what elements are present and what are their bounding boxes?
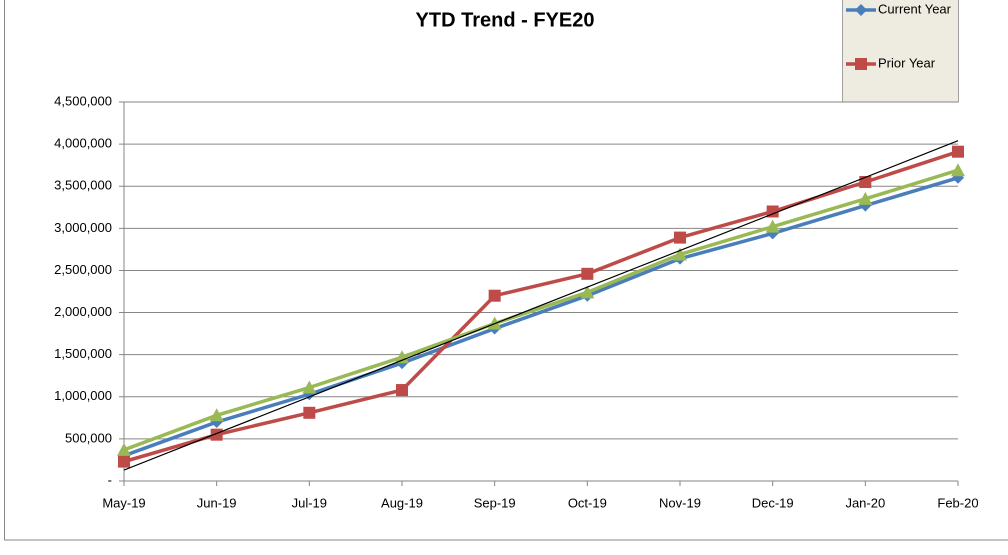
y-tick-label: 500,000: [65, 430, 112, 445]
marker: [951, 163, 965, 177]
y-tick-label: 4,000,000: [54, 136, 112, 151]
marker: [487, 316, 502, 330]
marker: [395, 350, 409, 364]
marker: [302, 380, 317, 394]
y-tick-label: 2,500,000: [54, 262, 112, 277]
y-tick-label: 1,000,000: [54, 388, 112, 403]
x-tick-label: Feb-20: [937, 495, 978, 510]
marker: [117, 442, 131, 456]
legend-marker: [855, 58, 867, 70]
y-tick-label: 2,000,000: [54, 304, 112, 319]
marker: [396, 384, 408, 397]
trendline: [123, 140, 959, 471]
y-tick-label: -: [108, 472, 112, 487]
marker: [580, 285, 595, 299]
marker: [765, 219, 780, 233]
x-tick-label: Oct-19: [568, 495, 607, 510]
x-tick-label: May-19: [102, 495, 145, 510]
series-line: [123, 168, 959, 452]
marker: [673, 247, 687, 261]
legend-label: Prior Year: [878, 55, 936, 70]
marker: [209, 408, 224, 422]
x-tick-label: Jan-20: [845, 495, 885, 510]
series-line: [123, 150, 959, 464]
marker: [488, 289, 501, 302]
x-tick-label: Jul-19: [292, 495, 327, 510]
marker: [581, 267, 594, 280]
marker: [674, 231, 686, 244]
x-tick-label: Aug-19: [381, 495, 423, 510]
y-tick-label: 1,500,000: [54, 346, 112, 361]
marker: [952, 145, 964, 158]
x-tick-label: Nov-19: [659, 495, 701, 510]
legend-box: [842, 0, 959, 103]
x-tick-label: Dec-19: [752, 495, 794, 510]
legend-label: Current Year: [878, 1, 952, 16]
marker: [858, 191, 873, 205]
x-tick-label: Jun-19: [197, 495, 237, 510]
chart-title: YTD Trend - FYE20: [416, 9, 595, 31]
marker: [118, 455, 130, 468]
legend-marker: [855, 4, 867, 16]
series-line: [123, 176, 959, 458]
y-tick-label: 4,500,000: [54, 93, 112, 108]
y-tick-label: 3,500,000: [54, 178, 112, 193]
x-tick-label: Sep-19: [474, 495, 516, 510]
y-tick-label: 3,000,000: [54, 220, 112, 235]
marker: [303, 406, 316, 419]
